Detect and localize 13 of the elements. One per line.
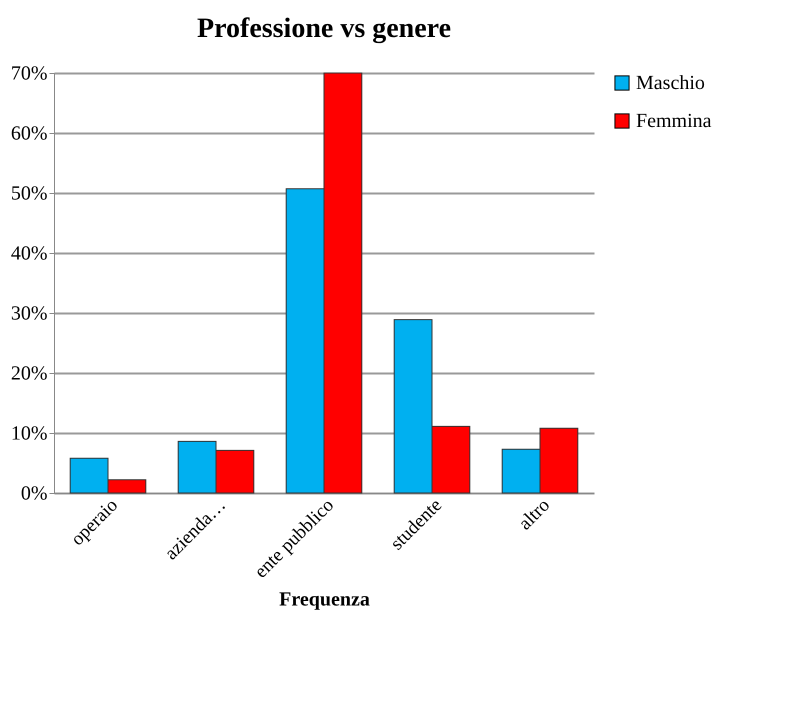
- chart-title: Professione vs genere: [196, 13, 452, 44]
- legend-label: Maschio: [636, 72, 705, 94]
- x-tick-label: altro: [514, 494, 554, 534]
- y-tick-label: 60%: [10, 122, 48, 144]
- x-axis-title: Frequenza: [279, 588, 370, 611]
- y-tick-label: 10%: [10, 422, 48, 444]
- y-tick-label: 20%: [10, 362, 48, 384]
- y-tick-label: 40%: [10, 242, 48, 264]
- y-tick-label: 50%: [10, 182, 48, 204]
- legend-label: Femmina: [636, 110, 712, 132]
- y-tick-label: 70%: [10, 62, 48, 84]
- y-tick-label: 0%: [20, 482, 48, 504]
- y-tick-label: 30%: [10, 302, 48, 324]
